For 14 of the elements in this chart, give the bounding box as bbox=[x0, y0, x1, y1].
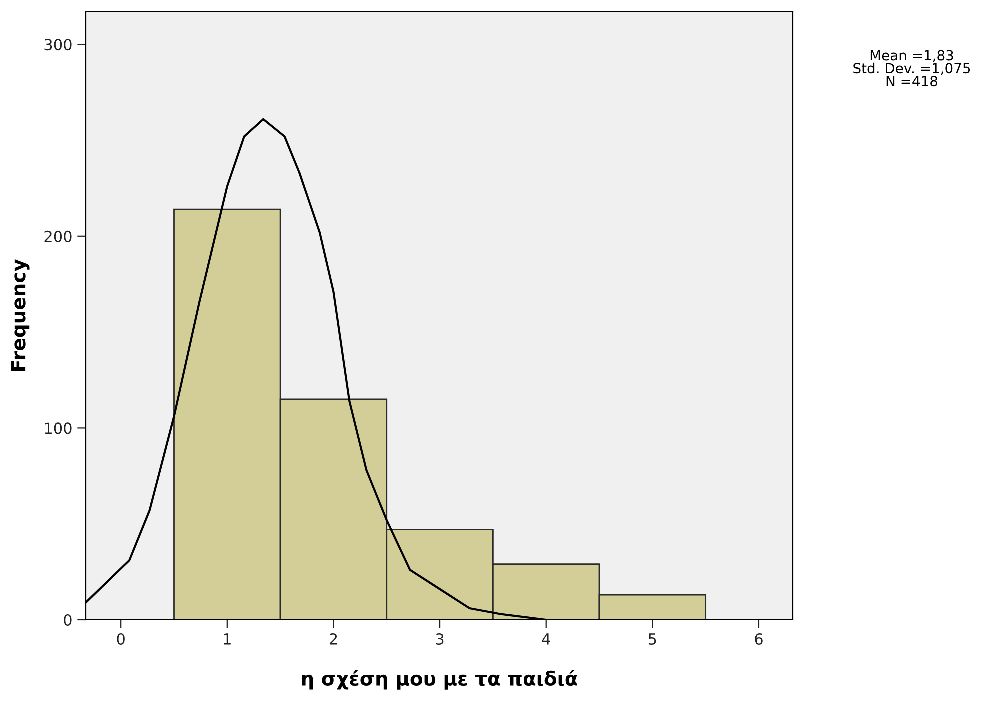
x-tick-label: 5 bbox=[648, 634, 656, 646]
x-tick-label: 4 bbox=[542, 634, 550, 645]
x-tick-label: 3 bbox=[436, 633, 444, 646]
y-tick-label: 300 bbox=[44, 39, 72, 51]
x-axis-title: η σχέση μου με τα παιδιά bbox=[302, 670, 578, 690]
x-tick-label: 0 bbox=[117, 633, 125, 646]
y-tick-label: 0 bbox=[64, 614, 72, 626]
x-tick-label: 2 bbox=[330, 633, 338, 645]
y-tick-label: 100 bbox=[45, 422, 72, 434]
y-axis-title: Frequency bbox=[11, 259, 30, 372]
x-tick-label: 1 bbox=[224, 634, 231, 645]
y-tick-label: 200 bbox=[44, 230, 72, 242]
x-tick-label: 6 bbox=[755, 633, 763, 646]
text: Mean =1,83 Std. Dev. =1,075 N =418 bbox=[854, 50, 970, 87]
